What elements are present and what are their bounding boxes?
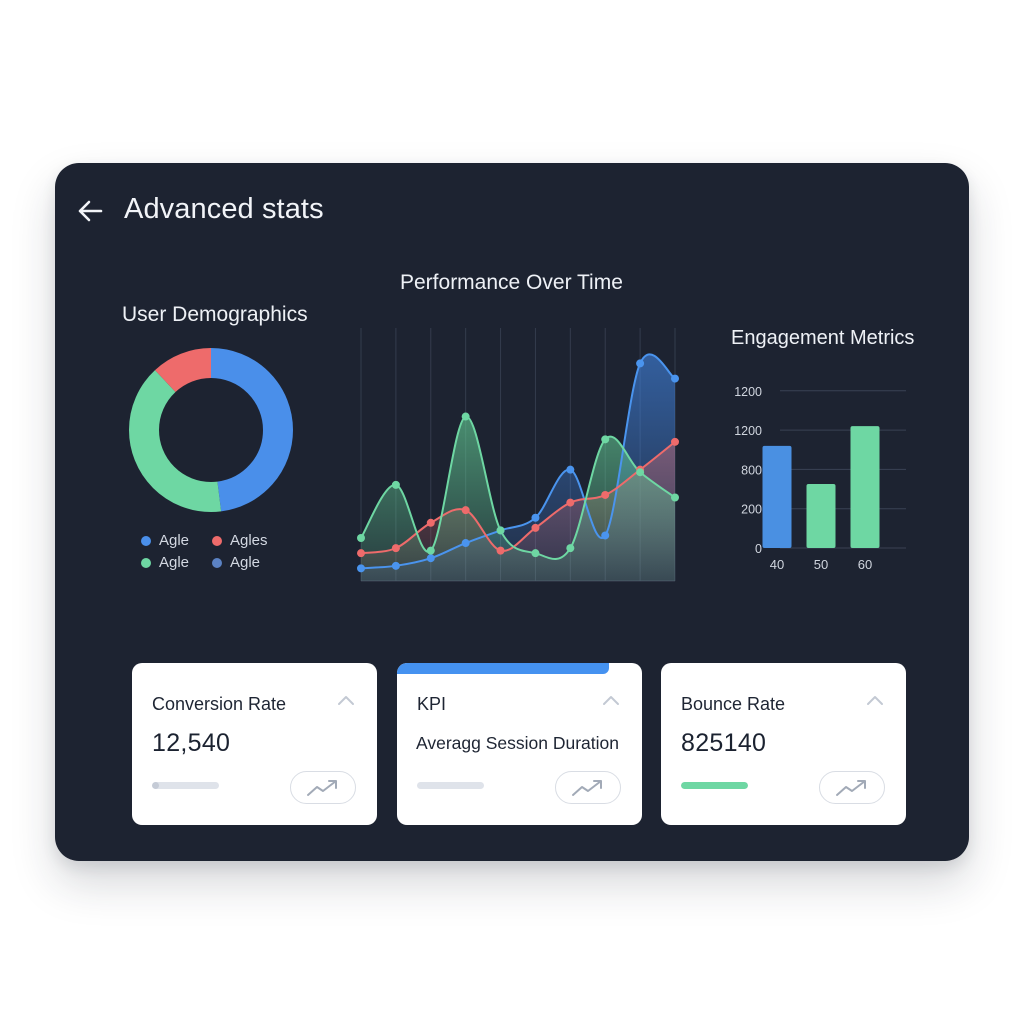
data-point: [391, 480, 400, 489]
progress-bar: [681, 782, 748, 789]
data-point: [601, 531, 610, 540]
data-point: [391, 561, 400, 570]
data-point: [601, 435, 610, 444]
y-tick-label: 0: [755, 542, 762, 556]
legend-dot: [141, 557, 151, 568]
trend-up-icon: [836, 779, 866, 796]
data-point: [531, 523, 540, 532]
card-title: Bounce Rate: [681, 694, 786, 714]
bar: [762, 445, 792, 548]
advanced-stats-panel: Advanced stats User Demographics Agle Ag…: [55, 163, 969, 861]
data-point: [671, 374, 679, 383]
legend-label: Agle: [159, 532, 190, 549]
engagement-bar-chart: 0 200 800 1200 1200 40 50 60: [734, 385, 906, 572]
x-tick-label: 60: [858, 557, 872, 572]
trend-button[interactable]: [290, 771, 356, 804]
data-point: [357, 533, 365, 542]
chevron-up-icon[interactable]: [866, 693, 884, 705]
legend-dot: [141, 535, 151, 546]
chevron-up-icon[interactable]: [337, 693, 355, 705]
y-tick-label: 200: [741, 503, 762, 517]
legend-label: Agle: [159, 554, 190, 571]
card-accent-bar: [397, 663, 609, 674]
y-tick-label: 1200: [734, 385, 762, 399]
card-title: KPI: [417, 694, 447, 714]
progress-bar: [417, 782, 484, 789]
data-point: [671, 437, 679, 446]
bar: [850, 426, 880, 548]
trend-button[interactable]: [819, 771, 885, 804]
donut-slice: [129, 348, 293, 512]
data-point: [636, 359, 645, 368]
arrow-left-icon: [78, 200, 103, 222]
page-title: Advanced stats: [124, 193, 324, 225]
legend-item: Agle: [212, 554, 260, 571]
kpi-card[interactable]: KPI Averagg Session Duration: [397, 663, 642, 825]
data-point: [357, 549, 365, 558]
trend-up-icon: [307, 779, 337, 796]
data-point: [531, 549, 540, 558]
performance-line-chart: [357, 328, 679, 582]
progress-bar: [152, 782, 219, 789]
data-point: [461, 539, 470, 548]
legend-item: Agle: [141, 532, 189, 549]
y-tick-label: 1200: [734, 424, 762, 438]
engagement-title: Engagement Metrics: [731, 327, 915, 349]
demographics-donut-chart: [129, 348, 293, 512]
legend-item: Agle: [141, 554, 189, 571]
legend-label: Agle: [230, 554, 261, 571]
x-tick-label: 40: [770, 557, 784, 572]
series-area: [361, 416, 675, 581]
data-point: [531, 513, 540, 522]
bounce-rate-card[interactable]: Bounce Rate 825140: [661, 663, 906, 825]
legend-label: Agles: [230, 532, 268, 549]
data-point: [496, 526, 505, 535]
donut-slice: [129, 348, 293, 512]
data-point: [426, 518, 435, 527]
series-line: [360, 441, 676, 555]
card-title: Conversion Rate: [152, 694, 287, 714]
data-point: [461, 412, 470, 421]
legend-dot: [212, 557, 222, 568]
performance-title: Performance Over Time: [400, 271, 623, 294]
data-point: [461, 506, 470, 515]
y-tick-label: 800: [741, 463, 762, 477]
data-point: [426, 554, 435, 563]
bar: [806, 483, 836, 548]
data-point: [496, 546, 505, 555]
conversion-rate-card[interactable]: Conversion Rate 12,540: [132, 663, 377, 825]
data-point: [636, 468, 645, 477]
x-tick-label: 50: [814, 557, 828, 572]
data-point: [601, 490, 610, 499]
data-point: [566, 465, 575, 474]
card-subtitle: Averagg Session Duration: [416, 733, 619, 753]
legend-item: Agles: [212, 532, 268, 549]
data-point: [566, 498, 575, 507]
card-value: 825140: [681, 729, 767, 757]
data-point: [671, 493, 679, 502]
legend-dot: [212, 535, 222, 546]
back-button[interactable]: [75, 197, 107, 225]
chevron-up-icon[interactable]: [602, 693, 620, 705]
demographics-title: User Demographics: [122, 303, 308, 326]
trend-button[interactable]: [555, 771, 621, 804]
progress-bar-fill: [152, 782, 159, 789]
data-point: [566, 544, 575, 553]
data-point: [426, 546, 435, 555]
progress-bar-fill: [681, 782, 748, 789]
card-value: 12,540: [152, 729, 231, 757]
data-point: [391, 544, 400, 553]
data-point: [357, 564, 365, 573]
trend-up-icon: [572, 779, 602, 796]
